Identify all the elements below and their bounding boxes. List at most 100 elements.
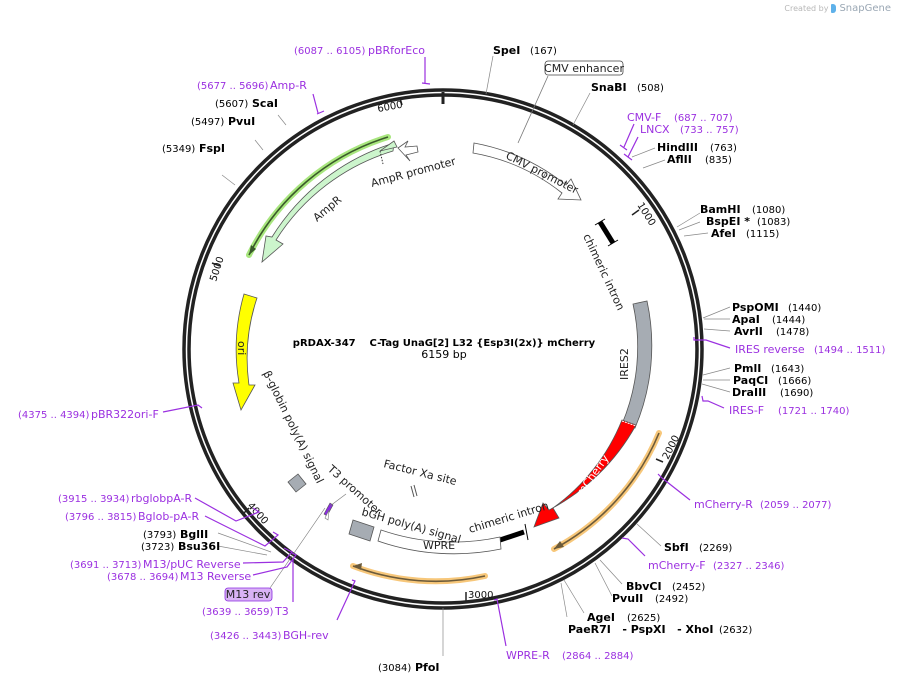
- svg-text:SnaBI: SnaBI: [591, 81, 627, 94]
- site-paqci[interactable]: PaqCI (1666): [733, 374, 811, 387]
- ori-label: ori: [235, 341, 248, 355]
- tick-3000: 3000: [468, 590, 493, 601]
- svg-text:Bglob-pA-R: Bglob-pA-R: [138, 510, 200, 523]
- svg-text:(3915 .. 3934): (3915 .. 3934): [58, 494, 130, 505]
- svg-text:AgeI: AgeI: [587, 611, 615, 624]
- svg-text:HindIII: HindIII: [657, 141, 698, 154]
- snapgene-logo-icon: [831, 4, 837, 13]
- site-pspomi[interactable]: PspOMI (1440): [732, 301, 821, 314]
- svg-text:BbvCI: BbvCI: [626, 580, 662, 593]
- svg-text:M13 Reverse: M13 Reverse: [180, 570, 251, 583]
- primer-m13-puc-reverse[interactable]: (3691 .. 3713) M13/pUC Reverse: [70, 558, 241, 571]
- primer-pbrforeco[interactable]: (6087 .. 6105) pBRforEco: [294, 44, 425, 57]
- primer-ires-f[interactable]: IRES-F (1721 .. 1740): [729, 404, 850, 417]
- site-bsu36i[interactable]: (3723) Bsu36I: [141, 540, 220, 553]
- svg-text:(1115): (1115): [746, 229, 779, 240]
- feature-chimeric-intron-1[interactable]: chimeric intron: [580, 218, 627, 313]
- svg-text:(3639 .. 3659): (3639 .. 3659): [202, 607, 274, 618]
- svg-text:(1083): (1083): [757, 217, 790, 228]
- svg-text:(167): (167): [530, 46, 557, 57]
- svg-text:(5349): (5349): [162, 144, 195, 155]
- svg-text:BGH-rev: BGH-rev: [283, 629, 329, 642]
- svg-text:(3723): (3723): [141, 542, 174, 553]
- primer-cmv-f[interactable]: CMV-F (687 .. 707): [627, 111, 733, 124]
- beta-globin-polya-label: β-globin poly(A) signal: [260, 369, 326, 486]
- primer-m13-reverse[interactable]: (3678 .. 3694) M13 Reverse: [107, 570, 251, 583]
- feature-t3-promoter[interactable]: T3 promoter: [323, 462, 385, 521]
- svg-text:(2452): (2452): [672, 582, 705, 593]
- site-snabi[interactable]: SnaBI (508): [591, 81, 664, 94]
- site-pvui[interactable]: (5497) PvuI: [191, 115, 255, 128]
- svg-text:ApaI: ApaI: [732, 313, 760, 326]
- restriction-site-labels: SpeI (167) SnaBI (508) HindIII (763) AflII (…: [141, 44, 821, 674]
- svg-text:pBR322ori-F: pBR322ori-F: [91, 408, 159, 421]
- primer-pbr322ori-f[interactable]: (4375 .. 4394) pBR322ori-F: [18, 408, 159, 421]
- site-bspei[interactable]: BspEI * (1083): [706, 215, 790, 228]
- site-agei[interactable]: AgeI (2625): [587, 611, 660, 624]
- site-pmli[interactable]: PmlI (1643): [734, 362, 804, 375]
- svg-text:(3678 .. 3694): (3678 .. 3694): [107, 572, 179, 583]
- watermark-brand: SnapGene: [839, 3, 891, 14]
- site-pvuii[interactable]: PvuII (2492): [612, 592, 688, 605]
- svg-text:BamHI: BamHI: [700, 203, 741, 216]
- ampr-promoter-label: AmpR promoter: [369, 155, 457, 190]
- feature-ori[interactable]: ori: [232, 293, 258, 412]
- primer-mcherry-r[interactable]: mCherry-R (2059 .. 2077): [694, 498, 832, 511]
- svg-text:pBRforEco: pBRforEco: [368, 44, 425, 57]
- primer-wpre-r[interactable]: WPRE-R (2864 .. 2884): [506, 649, 634, 662]
- primer-t3[interactable]: (3639 .. 3659) T3: [202, 605, 289, 618]
- svg-text:FspI: FspI: [199, 142, 225, 155]
- orf-arc-ampr: [246, 134, 391, 258]
- site-fspi[interactable]: (5349) FspI: [162, 142, 225, 155]
- svg-text:(4375 .. 4394): (4375 .. 4394): [18, 410, 90, 421]
- svg-text:(2492): (2492): [655, 594, 688, 605]
- svg-text:(5497): (5497): [191, 117, 224, 128]
- svg-text:M13/pUC Reverse: M13/pUC Reverse: [143, 558, 241, 571]
- site-afei[interactable]: AfeI (1115): [711, 227, 779, 240]
- site-avrii[interactable]: AvrII (1478): [734, 325, 809, 338]
- primer-bglob-pa-r[interactable]: (3796 .. 3815) Bglob-pA-R: [65, 510, 200, 523]
- primer-amp-r[interactable]: (5677 .. 5696) Amp-R: [197, 79, 307, 92]
- svg-text:LNCX: LNCX: [640, 123, 670, 136]
- feature-wpre[interactable]: WPRE: [377, 529, 502, 555]
- t3-promoter-label: T3 promoter: [324, 462, 385, 518]
- site-paer7i-pspxi-xhoi[interactable]: PaeR7I - PspXI - XhoI (2632): [568, 623, 752, 636]
- tick-5000: 5000: [208, 255, 226, 283]
- site-bbvci[interactable]: BbvCI (2452): [626, 580, 705, 593]
- primer-lncx[interactable]: LNCX (733 .. 757): [640, 123, 739, 136]
- feature-factor-xa[interactable]: Factor Xa site: [382, 457, 458, 498]
- site-draiii[interactable]: DraIII (1690): [732, 386, 813, 399]
- svg-text:(733 .. 757): (733 .. 757): [680, 125, 739, 136]
- primer-labels: (6087 .. 6105) pBRforEco (5677 .. 5696) Am…: [18, 44, 886, 662]
- site-spei[interactable]: SpeI (167): [493, 44, 557, 57]
- plasmid-title: pRDAX-347 C-Tag UnaG[2] L32 {Esp3I(2x)} …: [293, 338, 596, 349]
- svg-text:SpeI: SpeI: [493, 44, 520, 57]
- svg-text:(835): (835): [705, 155, 732, 166]
- feature-beta-globin-polya[interactable]: β-globin poly(A) signal: [260, 369, 326, 493]
- svg-text:rbglobpA-R: rbglobpA-R: [131, 492, 192, 505]
- primer-rbglobpa-r[interactable]: (3915 .. 3934) rbglobpA-R: [58, 492, 192, 505]
- svg-text:(2269): (2269): [699, 543, 732, 554]
- site-hindiii[interactable]: HindIII (763): [657, 141, 737, 154]
- svg-text:(6087 .. 6105): (6087 .. 6105): [294, 46, 366, 57]
- svg-text:(2864 .. 2884): (2864 .. 2884): [562, 651, 634, 662]
- site-scai[interactable]: (5607) ScaI: [215, 97, 278, 110]
- site-apai[interactable]: ApaI (1444): [732, 313, 805, 326]
- site-pfoi[interactable]: (3084) PfoI: [378, 661, 440, 674]
- site-bglii[interactable]: (3793) BglII: [143, 528, 208, 541]
- feature-ires2[interactable]: IRES2: [618, 300, 653, 429]
- svg-text:(3793): (3793): [143, 530, 176, 541]
- svg-text:AfeI: AfeI: [711, 227, 736, 240]
- feature-cmv-enhancer[interactable]: CMV enhancer: [517, 60, 624, 144]
- feature-m13-rev[interactable]: M13 rev: [224, 507, 326, 602]
- site-aflii[interactable]: AflII (835): [667, 153, 732, 166]
- wpre-label: WPRE: [423, 539, 455, 552]
- site-sbfi[interactable]: SbfI (2269): [664, 541, 732, 554]
- primer-bgh-rev[interactable]: (3426 .. 3443) BGH-rev: [210, 629, 329, 642]
- svg-text:(1080): (1080): [752, 205, 785, 216]
- snapgene-watermark: Created by SnapGene: [784, 3, 891, 14]
- feature-cmv-promoter[interactable]: CMV promoter: [472, 142, 582, 201]
- site-bamhi[interactable]: BamHI (1080): [700, 203, 785, 216]
- primer-mcherry-f[interactable]: mCherry-F (2327 .. 2346): [648, 559, 785, 572]
- primer-ires-reverse[interactable]: IRES reverse (1494 .. 1511): [735, 343, 886, 356]
